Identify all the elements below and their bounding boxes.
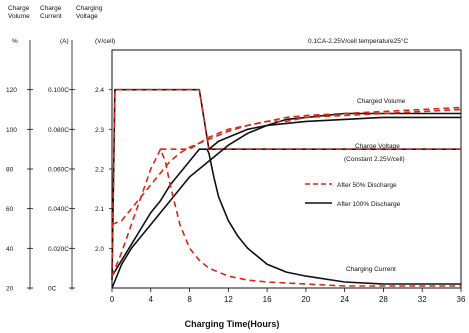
x-tick-label: 28: [379, 295, 388, 304]
plot-frame: [111, 49, 462, 289]
voltage-tick-label: 2.2: [95, 167, 104, 174]
header-charging-voltage-line2: Voltage: [76, 13, 98, 20]
series-line-current-dashed: [111, 148, 461, 287]
series-layer: [111, 88, 462, 289]
voltage-tick-label: 2.0: [95, 246, 104, 253]
x-tick-label: 4: [149, 295, 154, 304]
x-tick-label: 0: [110, 295, 115, 304]
volume-tick-label: 120: [6, 87, 17, 94]
annotation-charge-voltage: Charge Voltage: [355, 143, 400, 150]
current-tick-label: 0.020C: [48, 246, 69, 253]
legend: After 50% Discharge After 100% Discharge: [305, 182, 401, 208]
volume-tick-label: 40: [6, 246, 14, 253]
current-tick-label: 0.100C: [48, 87, 69, 94]
voltage-tick-label: 2.1: [95, 206, 104, 213]
header-charge-volume-line1: Charge: [8, 5, 30, 12]
volume-tick-label: 80: [6, 167, 14, 174]
x-tick-label: 12: [224, 295, 233, 304]
x-tick-label: 32: [418, 295, 427, 304]
volume-tick-label: 20: [6, 286, 14, 293]
annotation-charged-volume: Charged Volume: [357, 98, 406, 105]
header-charge-current-line2: Current: [40, 13, 62, 20]
legend-solid-label: After 100% Discharge: [337, 201, 401, 208]
series-line-volume-solid: [111, 112, 461, 289]
header-charge-volume-line2: Volume: [8, 13, 30, 20]
volume-tick-label: 100: [6, 127, 17, 134]
annotation-charging-current: Charging Current: [346, 266, 396, 273]
unit-current: (A): [60, 38, 69, 45]
series-line-voltage-rise-dashed: [160, 108, 462, 150]
x-tick-label: 20: [301, 295, 310, 304]
series-line-voltage-dashed: [111, 88, 461, 269]
series-line-voltage-solid: [111, 88, 461, 281]
unit-volume: %: [12, 38, 18, 45]
current-tick-label: 0.080C: [48, 127, 69, 134]
series-line-current-solid: [111, 148, 461, 285]
header-charge-current-line1: Charge: [40, 5, 62, 12]
voltage-tick-label: 2.4: [95, 87, 104, 94]
unit-voltage: (V/cell): [95, 38, 115, 45]
annotation-charge-voltage-constant: (Constant 2.25V/cell): [344, 156, 405, 163]
series-line-volume-dashed: [111, 106, 462, 226]
current-tick-label: 0.040C: [48, 206, 69, 213]
volume-tick-label: 60: [6, 206, 14, 213]
current-tick-label: 0C: [48, 286, 57, 293]
series-line-voltage-rise-solid: [208, 116, 461, 150]
current-tick-label: 0.060C: [48, 167, 69, 174]
x-tick-label: 8: [187, 295, 192, 304]
x-tick-label: 16: [263, 295, 272, 304]
x-tick-label: 36: [457, 295, 466, 304]
axes-layer: 0 4 8 12 16 20 24 28 32 36 2.0 2.1 2.2 2.3 2.4 20 40 60 80…: [6, 87, 466, 304]
header-charging-voltage-line1: Charging: [76, 5, 103, 12]
voltage-tick-label: 2.3: [95, 127, 104, 134]
condition-label: 0.1CA-2.25V/cell temperature25°C: [308, 37, 408, 45]
x-axis-label: Charging Time(Hours): [185, 319, 280, 329]
legend-dashed-label: After 50% Discharge: [337, 182, 397, 189]
x-tick-label: 24: [340, 295, 349, 304]
